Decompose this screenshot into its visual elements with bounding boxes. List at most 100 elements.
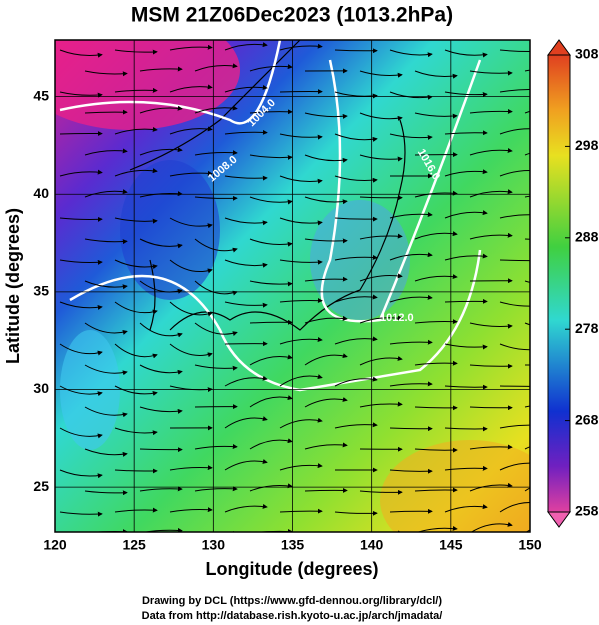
field	[55, 40, 530, 532]
streamline	[224, 301, 268, 308]
streamline	[59, 49, 103, 58]
streamline	[84, 238, 128, 245]
streamline	[279, 175, 323, 184]
streamline	[114, 217, 158, 224]
streamline	[139, 280, 183, 294]
streamline	[334, 422, 378, 429]
streamline	[444, 465, 488, 471]
streamline	[414, 360, 458, 366]
streamline	[249, 395, 293, 408]
streamline	[414, 190, 458, 198]
streamline	[334, 376, 378, 387]
streamline	[84, 448, 128, 457]
streamline	[444, 210, 488, 219]
streamline	[114, 49, 158, 55]
streamline	[414, 274, 458, 282]
streamline	[334, 510, 378, 516]
streamline	[389, 339, 433, 345]
streamline	[469, 232, 513, 240]
x-tick-label: 145	[439, 537, 463, 553]
streamline	[279, 259, 323, 265]
streamline	[359, 70, 403, 78]
streamline	[59, 91, 103, 98]
streamline	[389, 468, 433, 474]
streamline	[359, 315, 403, 324]
streamline	[499, 301, 530, 307]
streamline	[279, 133, 323, 140]
credit: Drawing by DCL (https://www.gfd-dennou.o…	[142, 595, 442, 607]
streamline	[194, 280, 238, 296]
streamline	[499, 462, 530, 471]
streamline	[469, 147, 513, 156]
colorbar	[547, 54, 571, 513]
streamline	[224, 503, 268, 513]
streamline	[389, 91, 433, 100]
streamline	[469, 108, 513, 114]
streamline	[169, 44, 213, 51]
streamline	[84, 148, 128, 156]
streamline	[84, 280, 128, 290]
streamline	[59, 511, 103, 517]
streamline	[224, 259, 268, 268]
contour-label: 1012.0	[380, 312, 414, 324]
colorbar-tick-label: 258	[575, 503, 599, 519]
streamline	[304, 112, 348, 119]
streamline	[444, 343, 488, 350]
streamline	[139, 238, 183, 249]
streamline	[414, 487, 458, 493]
streamline	[524, 110, 530, 114]
streamline	[279, 374, 323, 387]
streamline	[525, 529, 530, 532]
streamline	[169, 507, 213, 513]
streamline	[114, 343, 158, 359]
streamline	[389, 133, 433, 140]
streamline	[304, 397, 348, 408]
streamline	[334, 216, 378, 222]
streamline	[224, 42, 268, 51]
streamline	[469, 70, 513, 76]
streamline	[249, 64, 293, 72]
streamline	[279, 298, 323, 304]
streamline	[249, 280, 293, 287]
streamline	[334, 336, 378, 345]
streamline	[84, 490, 128, 496]
streamline	[224, 416, 268, 429]
streamline	[444, 426, 488, 432]
x-tick-label: 120	[43, 537, 67, 553]
streamline	[114, 427, 158, 436]
streamline	[139, 191, 183, 198]
x-tick-label: 135	[281, 537, 305, 553]
streamline	[194, 63, 238, 72]
streamline	[59, 301, 103, 310]
streamline	[249, 483, 293, 492]
streamline	[524, 152, 530, 156]
streamline	[499, 128, 530, 135]
streamline	[194, 238, 238, 253]
streamline	[499, 259, 530, 262]
colorbar-max-arrow	[547, 39, 571, 56]
streamline	[279, 217, 323, 226]
streamline	[169, 465, 213, 471]
streamline	[444, 384, 488, 390]
streamline	[524, 405, 530, 408]
streamline	[469, 322, 513, 329]
streamline	[169, 301, 213, 317]
streamline	[359, 355, 403, 366]
streamline	[414, 319, 458, 325]
streamline	[194, 195, 238, 201]
streamline	[499, 214, 530, 219]
streamline	[389, 426, 433, 432]
streamline	[334, 175, 378, 183]
streamline	[279, 337, 323, 345]
streamline	[414, 112, 458, 119]
streamline	[359, 489, 403, 495]
streamline	[84, 189, 128, 198]
streamline	[524, 322, 530, 326]
streamline	[359, 154, 403, 162]
streamline	[84, 322, 128, 335]
streamline	[524, 446, 530, 450]
streamline	[524, 280, 530, 283]
streamline	[444, 253, 488, 261]
streamline	[524, 69, 530, 72]
streamline	[444, 130, 488, 136]
